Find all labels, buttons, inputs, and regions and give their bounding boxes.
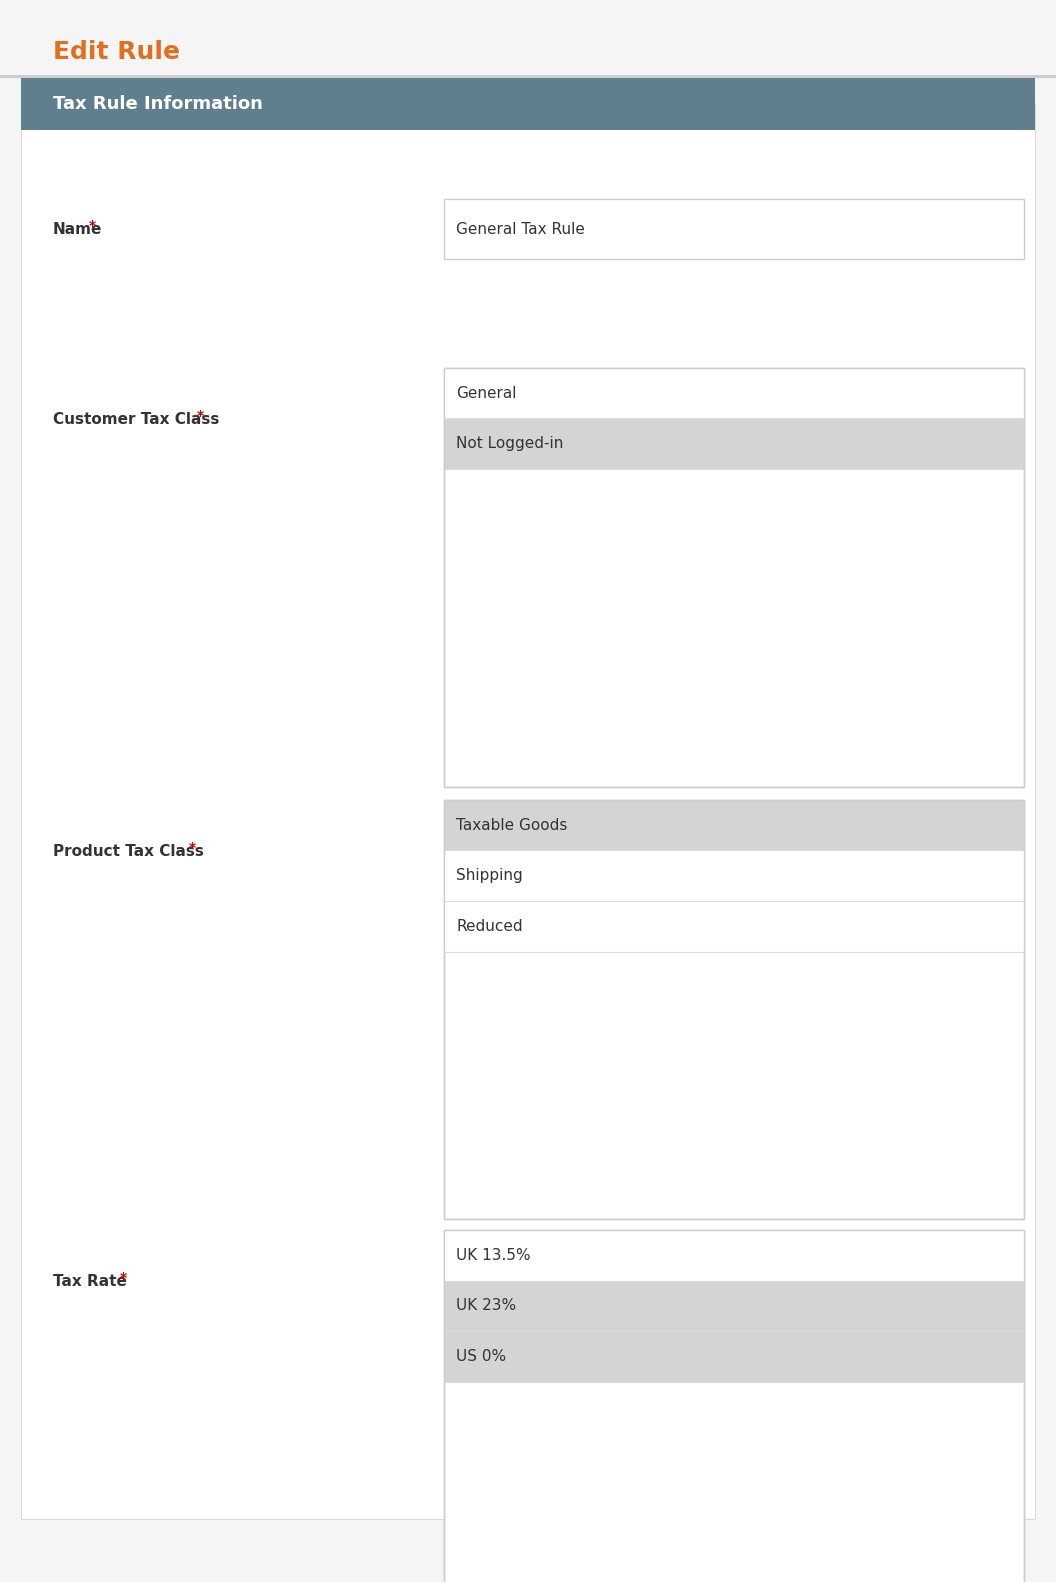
Text: Edit Rule: Edit Rule: [53, 40, 180, 65]
FancyBboxPatch shape: [444, 418, 1024, 468]
Text: Taxable Goods: Taxable Goods: [456, 818, 567, 832]
FancyBboxPatch shape: [444, 902, 1024, 952]
Text: Product Tax Class: Product Tax Class: [53, 843, 204, 859]
FancyBboxPatch shape: [444, 1231, 1024, 1281]
Text: UK 23%: UK 23%: [456, 1299, 516, 1313]
Text: General Tax Rule: General Tax Rule: [456, 221, 585, 237]
FancyBboxPatch shape: [444, 800, 1024, 1220]
FancyBboxPatch shape: [444, 800, 1024, 851]
FancyBboxPatch shape: [444, 369, 1024, 788]
Text: UK 13.5%: UK 13.5%: [456, 1248, 531, 1262]
Text: General: General: [456, 386, 516, 400]
Text: *: *: [119, 1272, 127, 1285]
FancyBboxPatch shape: [444, 1332, 1024, 1383]
FancyBboxPatch shape: [21, 103, 1035, 1519]
Text: Tax Rate: Tax Rate: [53, 1274, 127, 1289]
Text: *: *: [89, 220, 96, 233]
Text: *: *: [196, 410, 204, 422]
Text: US 0%: US 0%: [456, 1349, 506, 1364]
Text: Shipping: Shipping: [456, 869, 523, 883]
Text: Tax Rule Information: Tax Rule Information: [53, 95, 263, 112]
FancyBboxPatch shape: [21, 78, 1035, 130]
FancyBboxPatch shape: [444, 1281, 1024, 1332]
Text: Reduced: Reduced: [456, 919, 523, 933]
FancyBboxPatch shape: [444, 367, 1024, 418]
FancyBboxPatch shape: [444, 1231, 1024, 1582]
Text: Customer Tax Class: Customer Tax Class: [53, 411, 220, 427]
Text: *: *: [189, 842, 196, 854]
FancyBboxPatch shape: [444, 851, 1024, 902]
Text: Not Logged-in: Not Logged-in: [456, 437, 564, 451]
Text: Name: Name: [53, 221, 102, 237]
FancyBboxPatch shape: [444, 199, 1024, 259]
